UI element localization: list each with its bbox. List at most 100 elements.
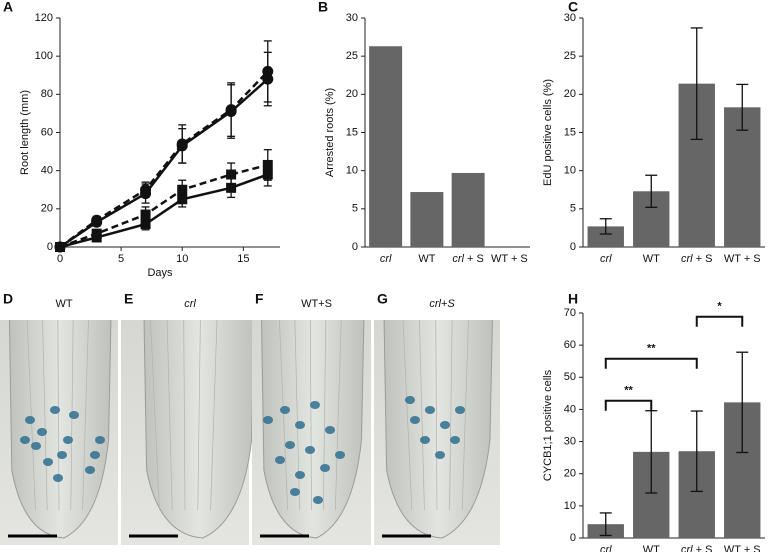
gus-stain: [280, 406, 290, 414]
x-tick-label: crl: [600, 544, 612, 552]
marker: [140, 184, 152, 196]
significance-bracket: [604, 357, 698, 369]
bar: [369, 46, 403, 247]
cell-file: [279, 319, 289, 511]
series-line: [59, 78, 269, 249]
gus-stain: [95, 436, 105, 444]
x-tick-label: WT: [418, 253, 435, 265]
marker: [55, 242, 65, 252]
y-tick-label: 40: [564, 403, 576, 415]
gus-stain: [405, 396, 415, 404]
x-tick-label: WT: [643, 544, 660, 552]
gus-stain: [43, 458, 53, 466]
y-tick-label: 30: [564, 435, 576, 447]
y-tick-label: 10: [346, 165, 358, 177]
gus-stain: [295, 421, 305, 429]
gus-stain: [455, 406, 465, 414]
bar: [587, 226, 624, 247]
panel-letter: D: [3, 291, 13, 307]
y-tick-label: 70: [564, 307, 576, 319]
x-tick-label: 15: [237, 253, 249, 265]
gus-stain: [310, 401, 320, 409]
y-axis-label: Root length (mm): [19, 90, 31, 175]
gus-stain: [53, 474, 63, 482]
y-tick-label: 0: [570, 241, 576, 253]
y-tick-label: 30: [346, 12, 358, 24]
y-tick-label: 0: [47, 241, 53, 253]
y-tick-label: 25: [346, 50, 358, 62]
marker: [177, 184, 188, 195]
series-line: [59, 163, 269, 249]
marker: [140, 219, 151, 230]
y-tick-label: 15: [564, 126, 576, 138]
panel-letter: F: [255, 291, 264, 307]
x-tick-label: crl: [600, 253, 612, 265]
y-tick-label: 20: [346, 88, 358, 100]
gus-stain: [57, 451, 67, 459]
gus-stain: [37, 428, 47, 436]
marker: [91, 228, 102, 239]
x-tick-label: WT + S: [724, 253, 761, 265]
gus-stain: [410, 416, 420, 424]
gus-stain: [420, 436, 430, 444]
gus-stain: [325, 426, 335, 434]
x-tick-label: WT + S: [491, 253, 528, 265]
y-tick-label: 5: [352, 203, 358, 215]
y-tick-label: 80: [41, 88, 53, 100]
panel-letter: H: [568, 291, 578, 307]
cell-file: [166, 319, 173, 511]
image-label: WT+S: [301, 298, 332, 310]
gus-stain: [85, 466, 95, 474]
cell-file: [334, 319, 342, 511]
y-tick-label: 30: [564, 12, 576, 24]
x-tick-label: WT: [643, 253, 660, 265]
gus-stain: [63, 436, 73, 444]
y-tick-label: 0: [570, 532, 576, 544]
x-tick-label: 5: [118, 253, 124, 265]
y-tick-label: 20: [564, 88, 576, 100]
marker: [225, 104, 237, 116]
y-tick-label: 60: [564, 339, 576, 351]
cell-file: [449, 319, 453, 511]
cell-file: [150, 319, 160, 511]
gus-stain: [320, 464, 330, 472]
x-tick-label: 10: [176, 253, 188, 265]
cell-file: [419, 319, 425, 511]
cell-file: [42, 319, 48, 511]
x-axis-label: Days: [147, 267, 173, 279]
cell-file: [461, 319, 469, 511]
gus-stain: [290, 488, 300, 496]
y-tick-label: 100: [35, 50, 53, 62]
y-tick-label: 50: [564, 371, 576, 383]
gus-stain: [31, 442, 41, 450]
marker: [262, 159, 273, 170]
x-tick-label: crl + S: [681, 253, 712, 265]
y-axis-label: CYCB1;1 positive cells: [542, 369, 554, 481]
cell-file: [435, 319, 438, 511]
significance-bracket: [604, 399, 653, 411]
bar: [451, 172, 485, 247]
significance-bracket: [695, 315, 744, 327]
y-tick-label: 20: [41, 203, 53, 215]
panel-letter: G: [377, 291, 388, 307]
gus-stain: [20, 436, 30, 444]
marker: [176, 138, 188, 150]
cell-file: [183, 319, 186, 511]
gus-stain: [263, 416, 273, 424]
cell-file: [197, 319, 201, 511]
gus-stain: [313, 496, 323, 504]
gus-stain: [295, 471, 305, 479]
y-tick-label: 20: [564, 468, 576, 480]
gus-stain: [450, 436, 460, 444]
series-line: [59, 70, 269, 249]
significance-label: **: [647, 343, 656, 355]
cell-file: [402, 319, 413, 511]
marker: [140, 209, 151, 220]
panel-letter: B: [318, 0, 328, 15]
series-line: [59, 173, 269, 249]
gus-stain: [335, 451, 345, 459]
cell-file: [309, 319, 312, 511]
marker: [226, 182, 237, 193]
cell-file: [26, 319, 36, 511]
panel-letter: A: [3, 0, 13, 15]
